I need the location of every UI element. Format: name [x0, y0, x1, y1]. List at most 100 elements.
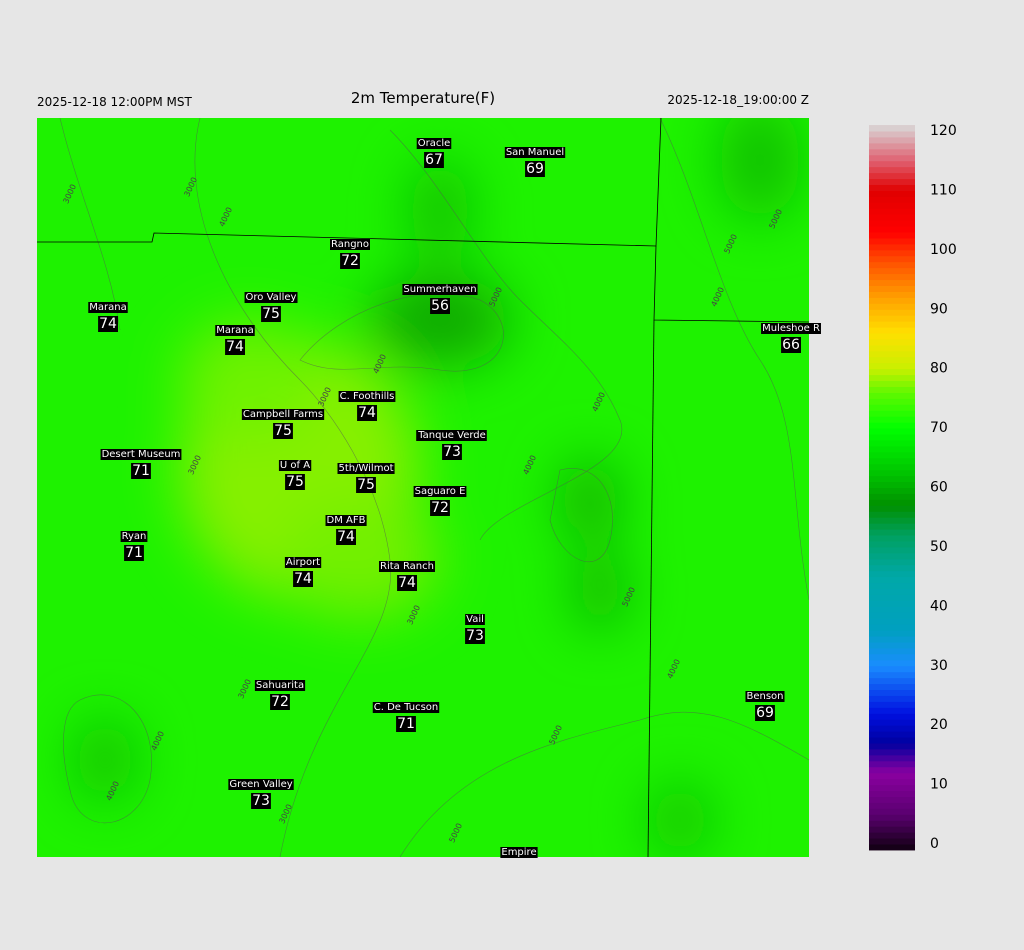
station-name: Campbell Farms [243, 409, 323, 420]
station-value-bg [430, 298, 450, 314]
station-name-bg [254, 680, 306, 691]
station-value-bg [131, 463, 151, 479]
colorbar-step [869, 368, 915, 376]
colorbar-step [869, 237, 915, 245]
station-value-bg [396, 716, 416, 732]
station-value-bg [356, 477, 376, 493]
colorbar-step [869, 778, 915, 786]
colorbar-label: 10 [930, 777, 948, 793]
colorbar-step [869, 493, 915, 500]
colorbar-step [869, 826, 915, 833]
colorbar-label: 90 [930, 301, 948, 317]
colorbar-step [869, 338, 915, 346]
colorbar-label: 0 [930, 836, 939, 852]
station-name: Oro Valley [246, 292, 297, 303]
station: Green Valley 73 [228, 779, 294, 809]
colorbar-step [869, 606, 915, 613]
station: Muleshoe R 66 [761, 323, 821, 353]
station-name: Saguaro E [415, 486, 466, 497]
colorbar-step [869, 742, 915, 750]
station: Campbell Farms 75 [241, 409, 325, 439]
colorbar-step [869, 184, 915, 191]
station-value-bg [293, 571, 313, 587]
station-name-bg [228, 779, 294, 790]
station: Vail 73 [465, 614, 485, 644]
colorbar-step [869, 321, 915, 328]
station: Oro Valley 75 [244, 292, 298, 322]
colorbar-step [869, 529, 915, 536]
station-value-bg [430, 500, 450, 516]
station-name-bg [325, 515, 367, 526]
colorbar-step [869, 315, 915, 322]
station-value-bg [424, 152, 444, 168]
colorbar-step [869, 125, 915, 132]
station-value-bg [270, 694, 290, 710]
colorbar-step [869, 196, 915, 203]
station-value: 71 [397, 716, 415, 732]
station-name: Empire [501, 847, 536, 858]
colorbar-label: 120 [930, 123, 957, 139]
colorbar-step [869, 594, 915, 601]
station-name: Benson [746, 691, 783, 702]
colorbar-step [869, 374, 915, 382]
colorbar-label: 110 [930, 182, 957, 198]
station-value: 74 [358, 405, 376, 421]
colorbar-step [869, 220, 915, 227]
colorbar-step [869, 683, 915, 691]
colorbar-step [869, 160, 915, 168]
colorbar-step [869, 570, 915, 578]
colorbar-step [869, 350, 915, 358]
colorbar-step [869, 487, 915, 494]
colorbar-step [869, 737, 915, 744]
colorbar-step [869, 416, 915, 423]
colorbar-step [869, 273, 915, 281]
station-name: 5th/Wilmot [339, 463, 394, 474]
colorbar-step [869, 362, 915, 370]
colorbar-step [869, 344, 915, 352]
colorbar-step [869, 131, 915, 138]
colorbar-step [869, 707, 915, 714]
colorbar-step [869, 255, 915, 263]
station-value: 74 [398, 575, 416, 591]
station-value: 72 [431, 500, 449, 516]
station: Rangno 72 [330, 239, 370, 269]
station-value-bg [336, 529, 356, 545]
station-value: 69 [756, 705, 774, 721]
colorbar-step [869, 636, 915, 643]
station-name-bg [413, 486, 467, 497]
station-name: Ryan [122, 531, 147, 542]
station-name: Marana [216, 325, 253, 336]
station: Rita Ranch 74 [379, 561, 435, 591]
station-value-bg [442, 444, 462, 460]
station-name-bg [500, 847, 538, 858]
colorbar-step [869, 713, 915, 720]
station-value-bg [755, 705, 775, 721]
colorbar-label: 40 [930, 598, 948, 614]
colorbar-step [869, 190, 915, 197]
station-value: 72 [341, 253, 359, 269]
station-name-bg [745, 691, 785, 702]
station-name-bg [504, 147, 566, 158]
colorbar-step [869, 148, 915, 156]
colorbar-step [869, 564, 915, 572]
station-value: 56 [431, 298, 449, 314]
colorbar-step [869, 582, 915, 590]
colorbar-step [869, 226, 915, 233]
colorbar-step [869, 398, 915, 405]
station: Marana 74 [215, 325, 255, 355]
station-value-bg [781, 337, 801, 353]
station-value-bg [251, 793, 271, 809]
colorbar-step [869, 523, 915, 530]
station-name: U of A [280, 460, 310, 471]
colorbar-step [869, 772, 915, 780]
station: Desert Museum 71 [100, 449, 182, 479]
station-value-bg [98, 316, 118, 332]
station-name-bg [416, 138, 452, 149]
station-value: 73 [466, 628, 484, 644]
colorbar-step [869, 719, 915, 726]
station-value-bg [397, 575, 417, 591]
colorbar-label: 60 [930, 480, 948, 496]
station-value: 74 [294, 571, 312, 587]
